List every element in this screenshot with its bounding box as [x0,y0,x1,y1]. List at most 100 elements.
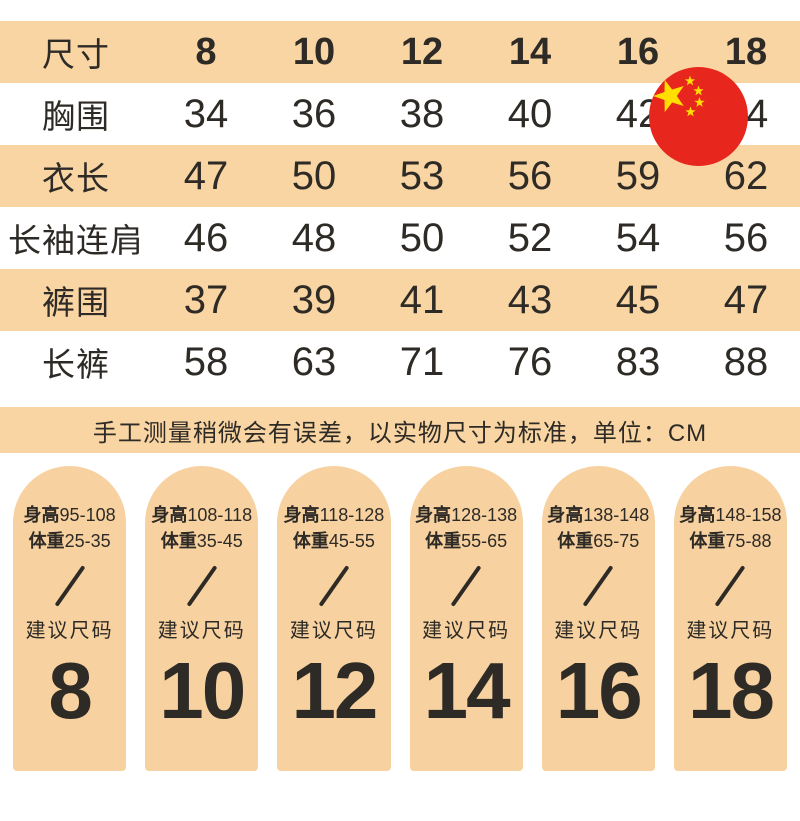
table-cell: 56 [723,215,769,260]
size-card-list: 身高95-108 体重25-35 建议尺码 8 身高108-118 体重35-4… [0,466,800,771]
slash-icon [54,565,85,607]
suggest-label: 建议尺码 [157,620,246,643]
weight-range: 55-65 [461,531,508,552]
table-cell: 59 [615,153,661,198]
weight-range: 35-45 [196,531,243,552]
table-cell: 63 [291,339,337,384]
suggested-size: 16 [555,646,643,736]
weight-range: 45-55 [328,531,375,552]
height-range: 118-128 [319,505,385,525]
height-line: 身高118-128 [284,502,385,528]
height-line: 身高138-148 [547,502,649,528]
table-cell: 62 [723,153,769,198]
table-cell: 14 [508,30,552,73]
weight-range: 65-75 [593,531,640,552]
height-line: 身高95-108 [24,502,116,528]
table-cell: 36 [291,91,337,136]
suggest-label: 建议尺码 [25,620,114,643]
table-cell: 39 [291,277,337,322]
height-label: 身高 [415,505,452,525]
slash-icon [186,565,218,607]
weight-range: 75-88 [725,531,772,552]
height-line: 身高128-138 [415,502,517,528]
weight-label: 体重 [28,531,65,552]
size-card-18: 身高148-158 体重75-88 建议尺码 18 [673,466,788,771]
table-cell: 88 [723,339,769,384]
table-cell: 34 [183,91,229,136]
table-cell: 48 [291,215,337,260]
table-cell: 71 [399,339,445,384]
height-range: 128-138 [451,505,518,525]
suggested-size: 18 [687,646,775,736]
height-label: 身高 [151,505,188,525]
weight-line: 体重75-88 [689,528,771,554]
size-card-10: 身高108-118 体重35-45 建议尺码 10 [145,466,259,771]
size-card-12: 身高118-128 体重45-55 建议尺码 12 [277,466,391,771]
table-cell: 16 [616,30,660,73]
table-cell: 58 [183,339,229,384]
table-cell: 50 [291,153,337,198]
table-cell: 46 [183,215,229,260]
height-label: 身高 [547,505,584,525]
table-cell: 47 [723,277,769,322]
height-range: 108-118 [187,505,253,525]
table-row-sleeve: 长袖连肩 46 48 50 52 54 56 [0,207,800,269]
table-cell: 37 [183,277,229,322]
table-cell: 18 [724,30,768,73]
row-label: 长裤 [42,346,110,383]
slash-icon [318,565,350,607]
slash-icon [715,565,746,607]
table-cell: 38 [399,91,445,136]
suggested-size: 14 [423,646,511,736]
table-cell: 41 [399,277,445,322]
height-line: 身高108-118 [151,502,252,528]
weight-range: 25-35 [64,531,111,552]
height-range: 148-158 [715,505,782,525]
height-label: 身高 [283,505,320,525]
table-cell: 50 [399,215,445,260]
weight-line: 体重65-75 [557,528,639,554]
size-card-8: 身高95-108 体重25-35 建议尺码 8 [13,466,127,771]
slash-icon [582,565,614,607]
slash-icon [450,565,482,607]
table-row-size: 尺寸 8 10 12 14 16 18 [0,21,800,83]
table-cell: 12 [400,30,444,73]
size-card-16: 身高138-148 体重65-75 建议尺码 16 [541,466,655,771]
row-label: 胸围 [42,98,110,135]
table-row-pants-waist: 裤围 37 39 41 43 45 47 [0,269,800,331]
china-flag-icon [649,67,748,166]
measurement-note: 手工测量稍微会有误差，以实物尺寸为标准，单位：CM [0,407,800,453]
table-cell: 43 [507,277,553,322]
height-label: 身高 [679,505,716,525]
height-line: 身高148-158 [679,502,781,528]
table-cell: 47 [183,153,229,198]
table-cell: 10 [292,30,336,73]
size-card-14: 身高128-138 体重55-65 建议尺码 14 [409,466,523,771]
size-table: 尺寸 8 10 12 14 16 18 胸围 34 36 38 40 42 44… [0,21,800,393]
table-cell: 53 [399,153,445,198]
weight-label: 体重 [557,531,594,552]
table-cell: 56 [507,153,553,198]
row-label: 裤围 [42,284,110,321]
row-label: 尺寸 [42,36,110,73]
suggested-size: 10 [159,646,246,736]
table-cell: 45 [615,277,661,322]
height-range: 95-108 [59,505,116,525]
height-range: 138-148 [583,505,650,525]
suggested-size: 12 [291,646,378,736]
weight-line: 体重35-45 [161,528,243,554]
table-cell: 54 [615,215,661,260]
table-row-pants-length: 长裤 58 63 71 76 83 88 [0,331,800,393]
row-label: 衣长 [42,160,110,197]
weight-label: 体重 [160,531,197,552]
suggest-label: 建议尺码 [422,620,511,643]
weight-line: 体重25-35 [29,528,111,554]
table-cell: 52 [507,215,553,260]
table-cell: 8 [195,30,217,73]
suggest-label: 建议尺码 [289,620,378,643]
suggested-size: 8 [48,646,92,736]
height-label: 身高 [23,505,60,525]
table-row-length: 衣长 47 50 53 56 59 62 [0,145,800,207]
weight-label: 体重 [425,531,462,552]
weight-label: 体重 [689,531,726,552]
